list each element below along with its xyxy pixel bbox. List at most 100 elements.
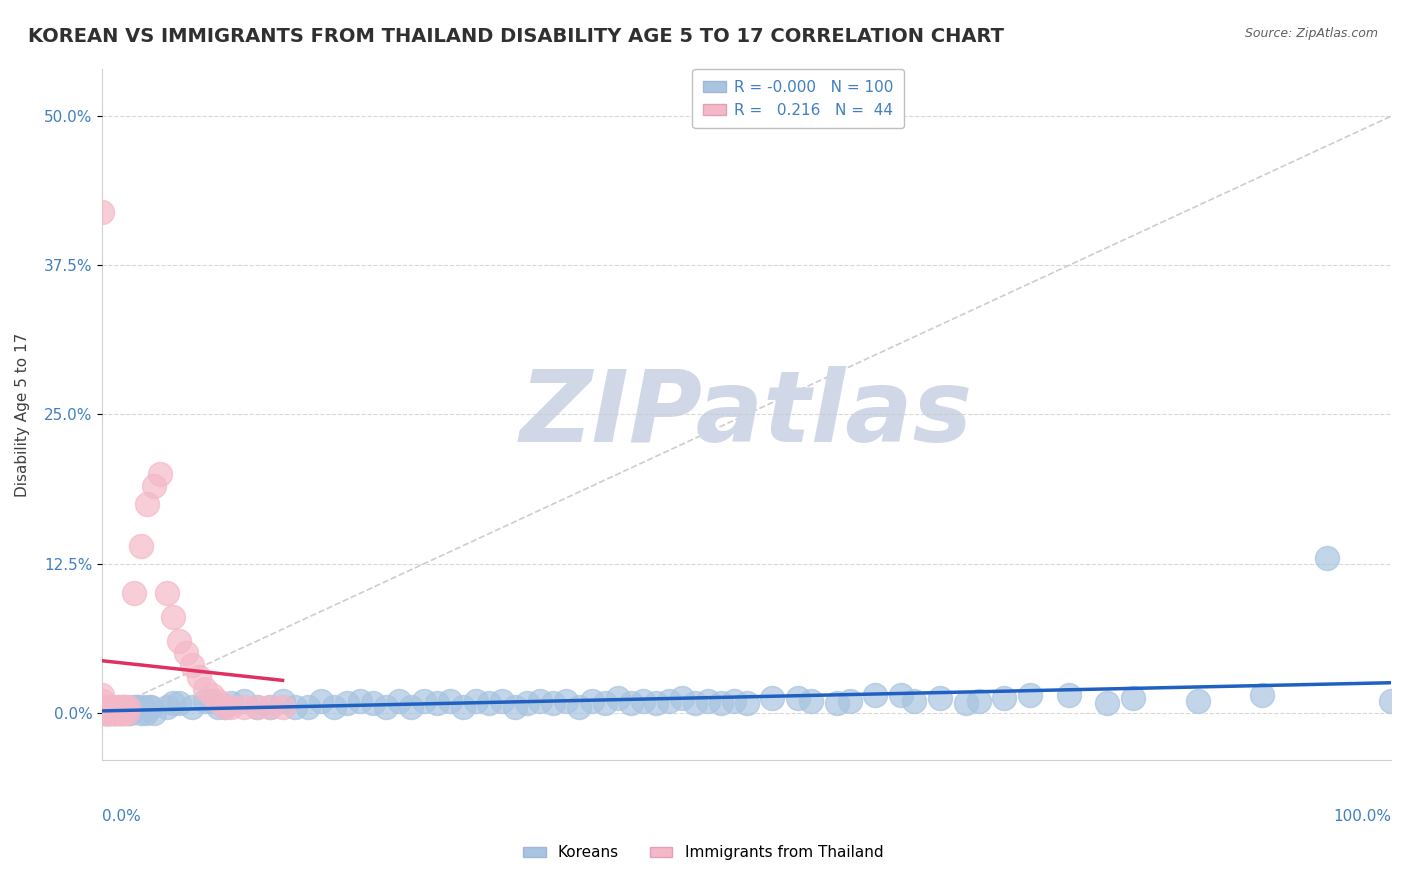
Point (619, 696, 641, 710)
Point (96, 706, 118, 720)
Point (890, 688, 912, 702)
Point (214, 699, 236, 714)
Point (1187, 694, 1209, 708)
Point (149, 467, 172, 482)
Point (246, 699, 269, 714)
Point (108, 706, 131, 720)
Point (129, 706, 152, 720)
Point (94, 706, 117, 720)
Point (323, 699, 346, 714)
Point (194, 694, 217, 708)
Point (91, 688, 114, 702)
Point (555, 694, 578, 708)
Text: KOREAN VS IMMIGRANTS FROM THAILAND DISABILITY AGE 5 TO 17 CORRELATION CHART: KOREAN VS IMMIGRANTS FROM THAILAND DISAB… (28, 27, 1004, 45)
Point (246, 699, 269, 714)
Point (336, 696, 359, 710)
Point (387, 694, 409, 708)
Point (122, 699, 145, 714)
Point (401, 699, 423, 714)
Point (174, 646, 197, 660)
Point (91, 706, 114, 720)
Point (825, 696, 848, 710)
Point (478, 696, 501, 710)
Point (108, 706, 131, 720)
Point (606, 691, 628, 706)
Point (181, 699, 204, 714)
Point (97, 706, 120, 720)
Point (633, 694, 655, 708)
Point (120, 706, 142, 720)
Point (645, 696, 668, 710)
Point (349, 694, 371, 708)
Point (169, 696, 191, 710)
Point (201, 688, 224, 702)
Point (105, 706, 128, 720)
Point (207, 694, 229, 708)
Point (214, 699, 236, 714)
Point (723, 694, 745, 708)
Point (105, 706, 128, 720)
Point (1019, 688, 1042, 702)
Point (100, 706, 122, 720)
Point (710, 696, 733, 710)
Point (136, 497, 159, 511)
Point (108, 706, 131, 720)
Point (104, 706, 127, 720)
Point (127, 699, 149, 714)
Point (541, 696, 564, 710)
Point (259, 699, 281, 714)
Point (100, 699, 122, 714)
Point (114, 699, 136, 714)
Point (309, 694, 332, 708)
Point (361, 696, 384, 710)
Text: Source: ZipAtlas.com: Source: ZipAtlas.com (1244, 27, 1378, 40)
Point (1057, 688, 1080, 702)
Point (194, 681, 217, 696)
Text: ZIPatlas: ZIPatlas (520, 366, 973, 463)
Point (110, 706, 132, 720)
Point (98, 706, 121, 720)
Point (101, 706, 124, 720)
Point (207, 699, 229, 714)
Point (201, 694, 224, 708)
Point (93, 706, 115, 720)
Point (103, 706, 125, 720)
Point (529, 694, 551, 708)
Text: 100.0%: 100.0% (1333, 809, 1391, 824)
Point (111, 706, 134, 720)
Point (658, 694, 681, 708)
Point (162, 610, 184, 624)
Point (735, 696, 758, 710)
Point (155, 586, 177, 600)
Point (439, 694, 461, 708)
Point (800, 694, 823, 708)
Point (142, 706, 165, 720)
Point (124, 699, 146, 714)
Point (135, 706, 157, 720)
Point (787, 691, 810, 706)
Point (1379, 694, 1402, 708)
Point (169, 634, 191, 648)
Point (1122, 691, 1144, 706)
Point (114, 699, 136, 714)
Point (928, 691, 950, 706)
Point (112, 706, 135, 720)
Point (129, 539, 152, 553)
Point (903, 694, 925, 708)
Point (94, 706, 117, 720)
Point (1097, 696, 1119, 710)
Point (683, 696, 706, 710)
Point (96, 706, 118, 720)
Point (516, 696, 538, 710)
Point (696, 694, 718, 708)
Point (271, 699, 294, 714)
Point (139, 699, 162, 714)
Point (110, 699, 132, 714)
Point (187, 670, 209, 684)
Point (271, 694, 294, 708)
Point (93, 706, 115, 720)
Point (259, 699, 281, 714)
Point (232, 699, 254, 714)
Point (761, 691, 783, 706)
Point (232, 694, 254, 708)
